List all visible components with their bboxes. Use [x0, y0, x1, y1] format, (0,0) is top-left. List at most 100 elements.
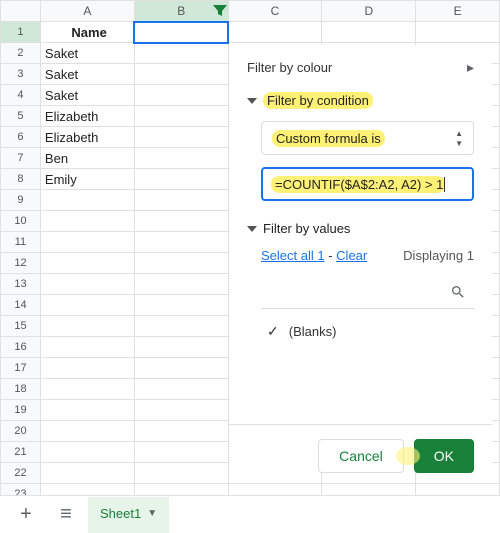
column-header-a[interactable]: A	[40, 1, 134, 22]
row-header[interactable]: 7	[1, 148, 41, 169]
ok-button[interactable]: OK	[414, 439, 474, 473]
select-all-corner[interactable]	[1, 1, 41, 22]
formula-input[interactable]: =COUNTIF($A$2:A2, A2) > 1	[261, 167, 474, 201]
cell[interactable]	[40, 421, 134, 442]
blanks-label: (Blanks)	[289, 324, 337, 339]
cell[interactable]	[134, 379, 228, 400]
cell[interactable]	[134, 211, 228, 232]
filter-by-colour-label: Filter by colour	[247, 60, 332, 75]
cell[interactable]	[40, 211, 134, 232]
row-header[interactable]: 16	[1, 337, 41, 358]
cell[interactable]: Emily	[40, 169, 134, 190]
select-all-link[interactable]: Select all 1	[261, 248, 325, 263]
row-header[interactable]: 11	[1, 232, 41, 253]
cell[interactable]: Elizabeth	[40, 127, 134, 148]
row-header[interactable]: 5	[1, 106, 41, 127]
cell[interactable]	[40, 316, 134, 337]
cell[interactable]	[228, 22, 322, 43]
triangle-down-icon	[247, 226, 257, 232]
cell[interactable]	[134, 127, 228, 148]
cell[interactable]: Saket	[40, 43, 134, 64]
row-header[interactable]: 1	[1, 22, 41, 43]
formula-value: =COUNTIF($A$2:A2, A2) > 1	[275, 177, 443, 192]
row-header[interactable]: 4	[1, 85, 41, 106]
cell[interactable]	[40, 358, 134, 379]
cell[interactable]	[322, 22, 416, 43]
row-header[interactable]: 18	[1, 379, 41, 400]
condition-dropdown-value: Custom formula is	[272, 130, 385, 147]
cell[interactable]	[134, 22, 228, 43]
cell[interactable]	[40, 232, 134, 253]
cell[interactable]	[134, 358, 228, 379]
sheet-tab[interactable]: Sheet1 ▼	[88, 497, 169, 533]
row-header[interactable]: 13	[1, 274, 41, 295]
filter-by-colour-row[interactable]: Filter by colour ▸	[247, 59, 474, 76]
clear-link[interactable]: Clear	[336, 248, 367, 263]
row-header[interactable]: 10	[1, 211, 41, 232]
row-header[interactable]: 21	[1, 442, 41, 463]
cell[interactable]	[134, 169, 228, 190]
filter-search-input[interactable]	[261, 275, 474, 309]
cell[interactable]	[134, 442, 228, 463]
cell[interactable]	[134, 463, 228, 484]
cancel-button[interactable]: Cancel	[318, 439, 404, 473]
all-sheets-button[interactable]: ≡	[48, 500, 84, 530]
blanks-value-row[interactable]: ✓ (Blanks)	[267, 323, 474, 340]
row-header[interactable]: 12	[1, 253, 41, 274]
cell[interactable]	[134, 43, 228, 64]
cell[interactable]	[134, 274, 228, 295]
cell[interactable]	[134, 253, 228, 274]
chevron-right-icon: ▸	[467, 59, 474, 76]
triangle-down-icon	[247, 98, 257, 104]
cell[interactable]	[40, 190, 134, 211]
cell[interactable]	[134, 148, 228, 169]
row-header[interactable]: 3	[1, 64, 41, 85]
row-header[interactable]: 22	[1, 463, 41, 484]
cell[interactable]: Elizabeth	[40, 106, 134, 127]
cell[interactable]	[134, 106, 228, 127]
cell[interactable]	[40, 379, 134, 400]
column-header-e[interactable]: E	[416, 1, 500, 22]
column-header-d[interactable]: D	[322, 1, 416, 22]
cell[interactable]	[134, 421, 228, 442]
cell[interactable]: Ben	[40, 148, 134, 169]
cell[interactable]	[134, 316, 228, 337]
column-header-c[interactable]: C	[228, 1, 322, 22]
check-icon: ✓	[267, 323, 279, 340]
filter-icon-highlight	[208, 1, 232, 21]
filter-button-bar: Cancel OK	[228, 424, 492, 487]
cell[interactable]	[134, 400, 228, 421]
cell[interactable]	[40, 253, 134, 274]
row-header[interactable]: 6	[1, 127, 41, 148]
cell[interactable]	[40, 442, 134, 463]
cell[interactable]: Saket	[40, 64, 134, 85]
row-header[interactable]: 14	[1, 295, 41, 316]
filter-icon[interactable]	[213, 5, 227, 17]
condition-dropdown[interactable]: Custom formula is ▲▼	[261, 121, 474, 155]
row-header[interactable]: 8	[1, 169, 41, 190]
cell[interactable]: Name	[40, 22, 134, 43]
cell[interactable]	[134, 85, 228, 106]
cell[interactable]: Saket	[40, 85, 134, 106]
cell[interactable]	[134, 64, 228, 85]
cell[interactable]	[134, 337, 228, 358]
add-sheet-button[interactable]: +	[8, 500, 44, 530]
cell[interactable]	[40, 337, 134, 358]
filter-by-condition-header[interactable]: Filter by condition	[247, 92, 474, 109]
cell[interactable]	[40, 400, 134, 421]
cell[interactable]	[40, 463, 134, 484]
row-header[interactable]: 9	[1, 190, 41, 211]
cell[interactable]	[134, 295, 228, 316]
row-header[interactable]: 17	[1, 358, 41, 379]
cell[interactable]	[134, 232, 228, 253]
cell[interactable]	[40, 295, 134, 316]
row-header[interactable]: 20	[1, 421, 41, 442]
cell[interactable]	[134, 190, 228, 211]
cell[interactable]	[416, 22, 500, 43]
row-header[interactable]: 15	[1, 316, 41, 337]
filter-by-values-header[interactable]: Filter by values	[247, 221, 474, 236]
sheet-tab-label: Sheet1	[100, 506, 141, 521]
row-header[interactable]: 19	[1, 400, 41, 421]
cell[interactable]	[40, 274, 134, 295]
row-header[interactable]: 2	[1, 43, 41, 64]
